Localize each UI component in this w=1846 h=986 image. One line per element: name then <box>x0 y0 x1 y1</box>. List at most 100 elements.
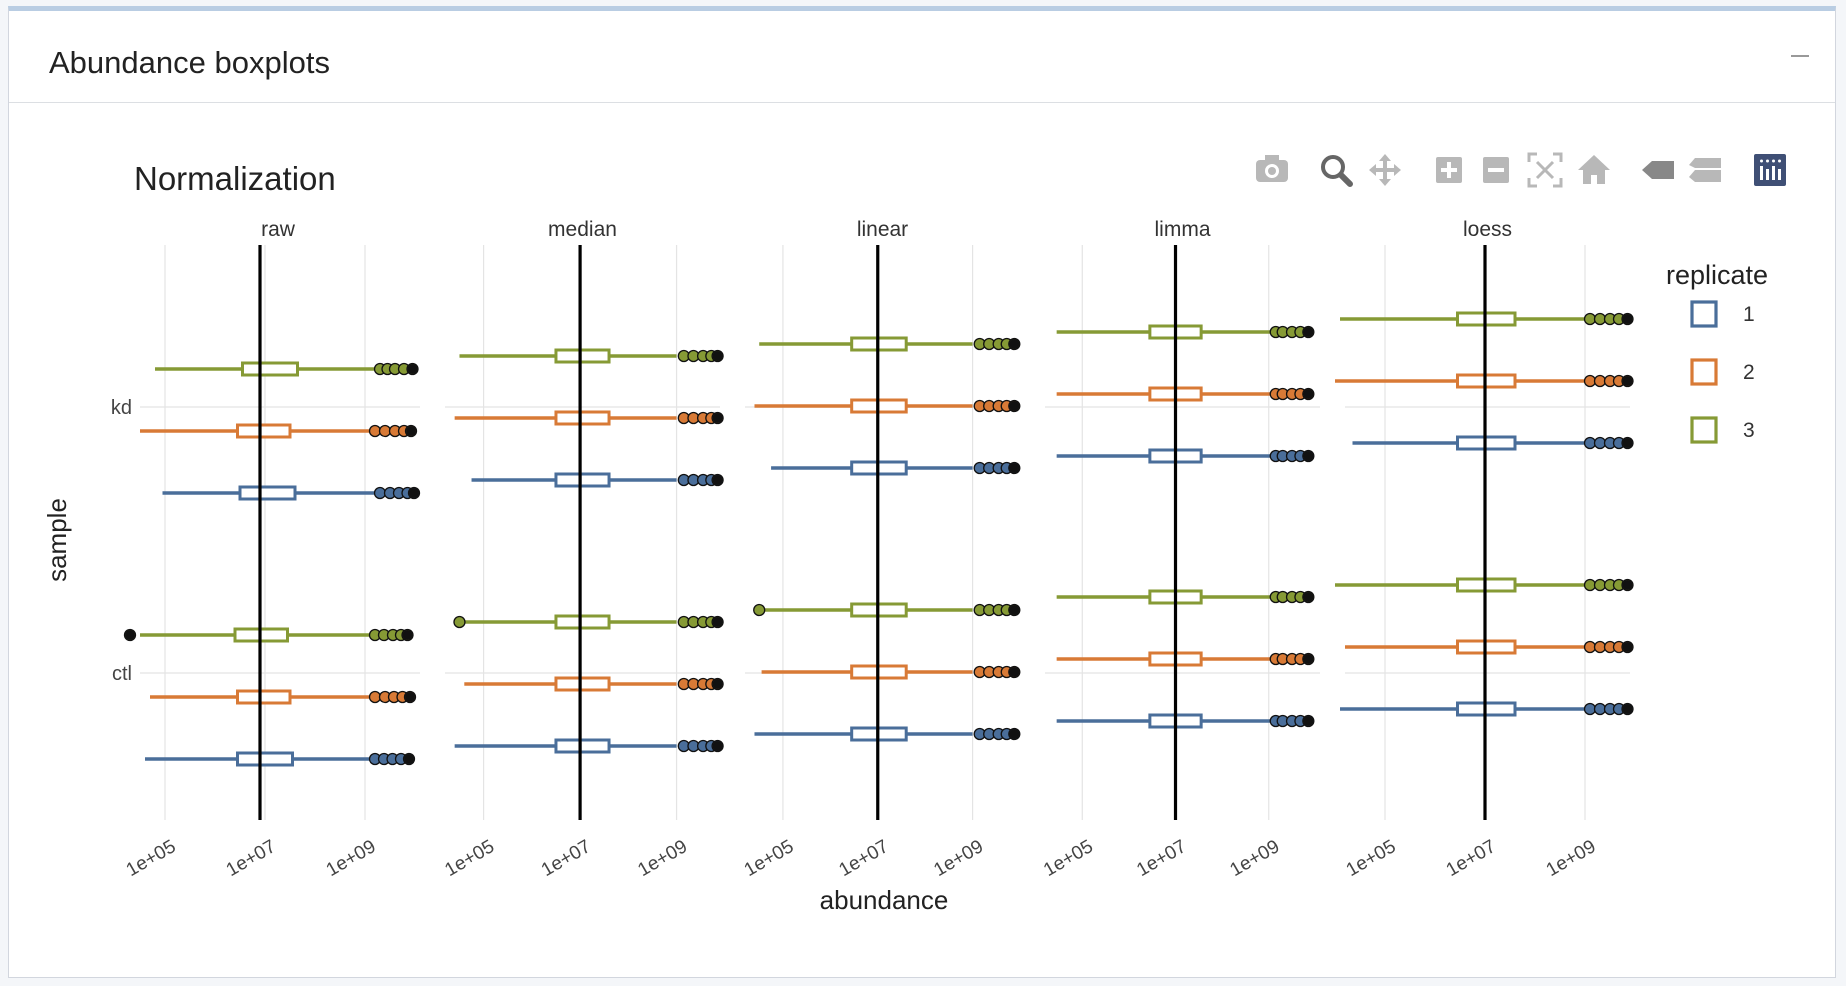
legend-label: 1 <box>1743 303 1755 326</box>
outlier-point <box>125 630 135 640</box>
outlier-point <box>1009 667 1020 677</box>
box-ctl-rep1 <box>145 751 416 767</box>
x-tick-label: 1e+09 <box>323 836 380 881</box>
modebar <box>1256 152 1786 188</box>
box-ctl-rep2 <box>1056 651 1315 667</box>
facet-label: raw <box>261 218 296 241</box>
outlier-point <box>1583 312 1597 326</box>
outlier-point <box>1593 578 1607 592</box>
y-tick-label-ctl: ctl <box>112 663 132 685</box>
box-kd-rep3 <box>759 336 1021 352</box>
x-tick-label: 1e+05 <box>441 836 498 881</box>
autoscale-icon[interactable] <box>1527 152 1563 188</box>
legend-swatch <box>1690 358 1718 386</box>
outlier-point <box>1009 605 1020 615</box>
x-tick-label: 1e+09 <box>634 836 691 881</box>
box-ctl-rep1 <box>454 738 724 754</box>
facet-label: limma <box>1155 218 1211 241</box>
legend-swatch <box>1690 416 1718 444</box>
zoom-in-icon[interactable] <box>1436 157 1462 183</box>
box-iqr <box>554 348 611 364</box>
facet-panel-loess: 1e+05 1e+07 1e+09 loess <box>1335 218 1634 881</box>
y-axis-title: sample <box>42 498 72 582</box>
legend: 1 2 3 <box>1690 300 1755 444</box>
outlier-point <box>1009 401 1020 411</box>
box-kd-rep2 <box>140 423 418 439</box>
legend-entry-2: 2 <box>1690 358 1755 386</box>
box-ctl-rep2 <box>1345 639 1634 655</box>
x-tick-label: 1e+07 <box>1443 836 1500 881</box>
outlier-point <box>1303 451 1314 461</box>
box-iqr <box>554 738 611 754</box>
outlier-point <box>1622 642 1633 652</box>
outlier-point <box>1303 716 1314 726</box>
outlier-point <box>712 475 723 485</box>
outlier-point <box>1622 704 1633 714</box>
legend-label: 2 <box>1743 361 1755 384</box>
outlier-point <box>1593 640 1607 654</box>
outlier-point <box>1009 463 1020 473</box>
facet-panel-linear: 1e+05 1e+07 1e+09 linear <box>741 218 1021 881</box>
x-tick-label: 1e+05 <box>741 836 798 881</box>
zoom-icon[interactable] <box>1321 155 1353 187</box>
outlier-point <box>1622 580 1633 590</box>
x-tick-label: 1e+05 <box>1040 836 1097 881</box>
legend-label: 3 <box>1743 419 1755 442</box>
box-ctl-rep2 <box>761 664 1021 680</box>
outlier-point <box>404 754 414 764</box>
box-ctl-rep1 <box>1056 713 1315 729</box>
x-tick-label: 1e+05 <box>123 836 180 881</box>
box-iqr <box>236 751 294 767</box>
legend-swatch <box>1690 300 1718 328</box>
hover-closest-icon[interactable] <box>1642 161 1674 179</box>
box-kd-rep2 <box>1056 386 1315 402</box>
outlier-point <box>712 679 723 689</box>
camera-icon[interactable] <box>1256 155 1288 182</box>
x-axis-title: abundance <box>820 885 949 915</box>
home-icon[interactable] <box>1578 155 1610 184</box>
outlier-point <box>712 413 723 423</box>
x-tick-label: 1e+07 <box>836 836 893 881</box>
collapse-button[interactable] <box>1789 41 1811 63</box>
outlier-point <box>1593 702 1607 716</box>
box-iqr <box>554 676 611 692</box>
outlier-point <box>1009 339 1020 349</box>
zoom-out-icon[interactable] <box>1483 157 1509 183</box>
outlier-point <box>407 364 418 374</box>
box-iqr <box>241 361 299 377</box>
outlier-point <box>409 488 419 498</box>
box-ctl-rep3 <box>453 614 724 630</box>
hover-compare-icon[interactable] <box>1689 158 1721 182</box>
box-kd-rep2 <box>1335 373 1634 389</box>
x-tick-label: 1e+07 <box>1133 836 1190 881</box>
box-ctl-rep3 <box>1056 589 1315 605</box>
box-kd-rep2 <box>454 410 724 426</box>
pan-icon[interactable] <box>1369 154 1401 186</box>
outlier-point <box>1583 578 1597 592</box>
outlier-point <box>1583 436 1597 450</box>
facet-label: median <box>548 218 617 241</box>
box-ctl-rep2 <box>464 676 724 692</box>
outlier-point <box>453 615 466 629</box>
outlier-point <box>1622 314 1633 324</box>
outlier-point <box>1583 640 1597 654</box>
facet-panels: 1e+05 1e+07 1e+09 raw kd ctl 1e+05 1e+07 1e+09 me… <box>111 218 1634 881</box>
outlier-point <box>405 692 415 702</box>
box-iqr <box>236 689 292 705</box>
facet-label: linear <box>857 218 908 241</box>
plotly-logo-icon[interactable] <box>1754 154 1786 186</box>
box-iqr <box>236 423 292 439</box>
box-kd-rep3 <box>459 348 724 364</box>
x-tick-label: 1e+09 <box>1227 836 1284 881</box>
box-iqr <box>238 485 297 501</box>
x-tick-label: 1e+09 <box>1543 836 1600 881</box>
outlier-point <box>1303 389 1314 399</box>
facet-panel-median: 1e+05 1e+07 1e+09 median <box>441 218 724 881</box>
outlier-point <box>402 630 413 640</box>
box-ctl-rep1 <box>754 726 1021 742</box>
chart-title: Normalization <box>134 160 336 197</box>
outlier-point <box>753 603 766 617</box>
box-kd-rep1 <box>471 472 724 488</box>
facet-panel-limma: 1e+05 1e+07 1e+09 limma <box>1040 218 1320 881</box>
